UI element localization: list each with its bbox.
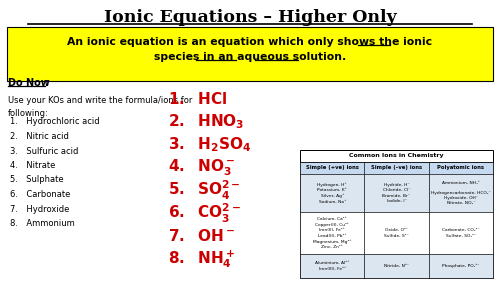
Text: Use your KOs and write the formula/ions for
following:: Use your KOs and write the formula/ions … xyxy=(8,96,192,118)
Text: Nitride, N³⁻: Nitride, N³⁻ xyxy=(384,264,409,268)
Text: 1. Hydrochloric acid: 1. Hydrochloric acid xyxy=(10,117,100,126)
Text: 8. Ammonium: 8. Ammonium xyxy=(10,219,75,228)
Text: $\mathbf{5.\ \ SO_4^{2-}}$: $\mathbf{5.\ \ SO_4^{2-}}$ xyxy=(168,179,240,202)
FancyBboxPatch shape xyxy=(300,212,364,254)
Text: Hydride, H⁻
Chloride, Cl⁻
Bromide, Br⁻
Iodide, I⁻: Hydride, H⁻ Chloride, Cl⁻ Bromide, Br⁻ I… xyxy=(382,183,410,203)
FancyBboxPatch shape xyxy=(300,174,364,212)
FancyBboxPatch shape xyxy=(364,254,428,278)
FancyBboxPatch shape xyxy=(364,212,428,254)
FancyBboxPatch shape xyxy=(428,212,493,254)
Text: Do Now: Do Now xyxy=(8,78,50,88)
FancyBboxPatch shape xyxy=(300,254,364,278)
Text: $\mathbf{8.\ \ NH_4^+}$: $\mathbf{8.\ \ NH_4^+}$ xyxy=(168,248,235,269)
Text: 4. Nitrate: 4. Nitrate xyxy=(10,161,56,170)
Text: Common Ions in Chemistry: Common Ions in Chemistry xyxy=(349,153,444,158)
FancyBboxPatch shape xyxy=(7,27,493,81)
FancyBboxPatch shape xyxy=(364,174,428,212)
Text: $\mathbf{7.\ \ OH^-}$: $\mathbf{7.\ \ OH^-}$ xyxy=(168,228,235,244)
Text: :: : xyxy=(45,78,49,88)
Text: Polyatomic ions: Polyatomic ions xyxy=(438,166,484,171)
Text: $\mathbf{4.\ \ NO_3^-}$: $\mathbf{4.\ \ NO_3^-}$ xyxy=(168,157,235,178)
Text: species in an aqueous solution.: species in an aqueous solution. xyxy=(154,52,346,62)
FancyBboxPatch shape xyxy=(428,254,493,278)
Text: Calcium, Ca²⁺
Copper(II), Cu²⁺
Iron(II), Fe²⁺
Lead(II), Pb²⁺
Magnesium, Mg²⁺
Zin: Calcium, Ca²⁺ Copper(II), Cu²⁺ Iron(II),… xyxy=(313,217,352,249)
Text: 2. Nitric acid: 2. Nitric acid xyxy=(10,132,69,141)
Text: Aluminium, Al³⁺
Iron(III), Fe³⁺: Aluminium, Al³⁺ Iron(III), Fe³⁺ xyxy=(315,261,350,271)
Text: Ionic Equations – Higher Only: Ionic Equations – Higher Only xyxy=(104,8,397,26)
Text: $\mathbf{1.\ \ HCl}$: $\mathbf{1.\ \ HCl}$ xyxy=(168,91,227,107)
Text: Hydrogen, H⁺
Potassium, K⁺
Silver, Ag⁺
Sodium, Na⁺: Hydrogen, H⁺ Potassium, K⁺ Silver, Ag⁺ S… xyxy=(317,182,347,203)
Text: 5. Sulphate: 5. Sulphate xyxy=(10,176,64,185)
Text: $\mathbf{2.\ \ HNO_3}$: $\mathbf{2.\ \ HNO_3}$ xyxy=(168,112,244,131)
Text: Simple (+ve) ions: Simple (+ve) ions xyxy=(306,166,358,171)
FancyBboxPatch shape xyxy=(428,174,493,212)
Text: Phosphate, PO₄³⁻: Phosphate, PO₄³⁻ xyxy=(442,264,480,268)
FancyBboxPatch shape xyxy=(364,162,428,174)
Text: An ionic equation is an equation which only shows the ionic: An ionic equation is an equation which o… xyxy=(68,37,432,47)
FancyBboxPatch shape xyxy=(300,150,493,278)
FancyBboxPatch shape xyxy=(300,162,364,174)
Text: Carbonate, CO₃²⁻
Sulfate, SO₄²⁻: Carbonate, CO₃²⁻ Sulfate, SO₄²⁻ xyxy=(442,228,480,238)
Text: 3. Sulfuric acid: 3. Sulfuric acid xyxy=(10,146,78,155)
Text: 7. Hydroxide: 7. Hydroxide xyxy=(10,205,70,214)
Text: 6. Carbonate: 6. Carbonate xyxy=(10,190,70,199)
Text: $\mathbf{3.\ \ H_2SO_4}$: $\mathbf{3.\ \ H_2SO_4}$ xyxy=(168,135,251,154)
Text: Ammonium, NH₄⁺

Hydrogencarbonate, HCO₃⁻
Hydroxide, OH⁻
Nitrate, NO₃⁻: Ammonium, NH₄⁺ Hydrogencarbonate, HCO₃⁻ … xyxy=(431,181,490,205)
Text: $\mathbf{6.\ \ CO_3^{2-}}$: $\mathbf{6.\ \ CO_3^{2-}}$ xyxy=(168,201,241,225)
Text: Simple (–ve) ions: Simple (–ve) ions xyxy=(371,166,422,171)
FancyBboxPatch shape xyxy=(428,162,493,174)
Text: Oxide, O²⁻
Sulfide, S²⁻: Oxide, O²⁻ Sulfide, S²⁻ xyxy=(384,228,409,238)
